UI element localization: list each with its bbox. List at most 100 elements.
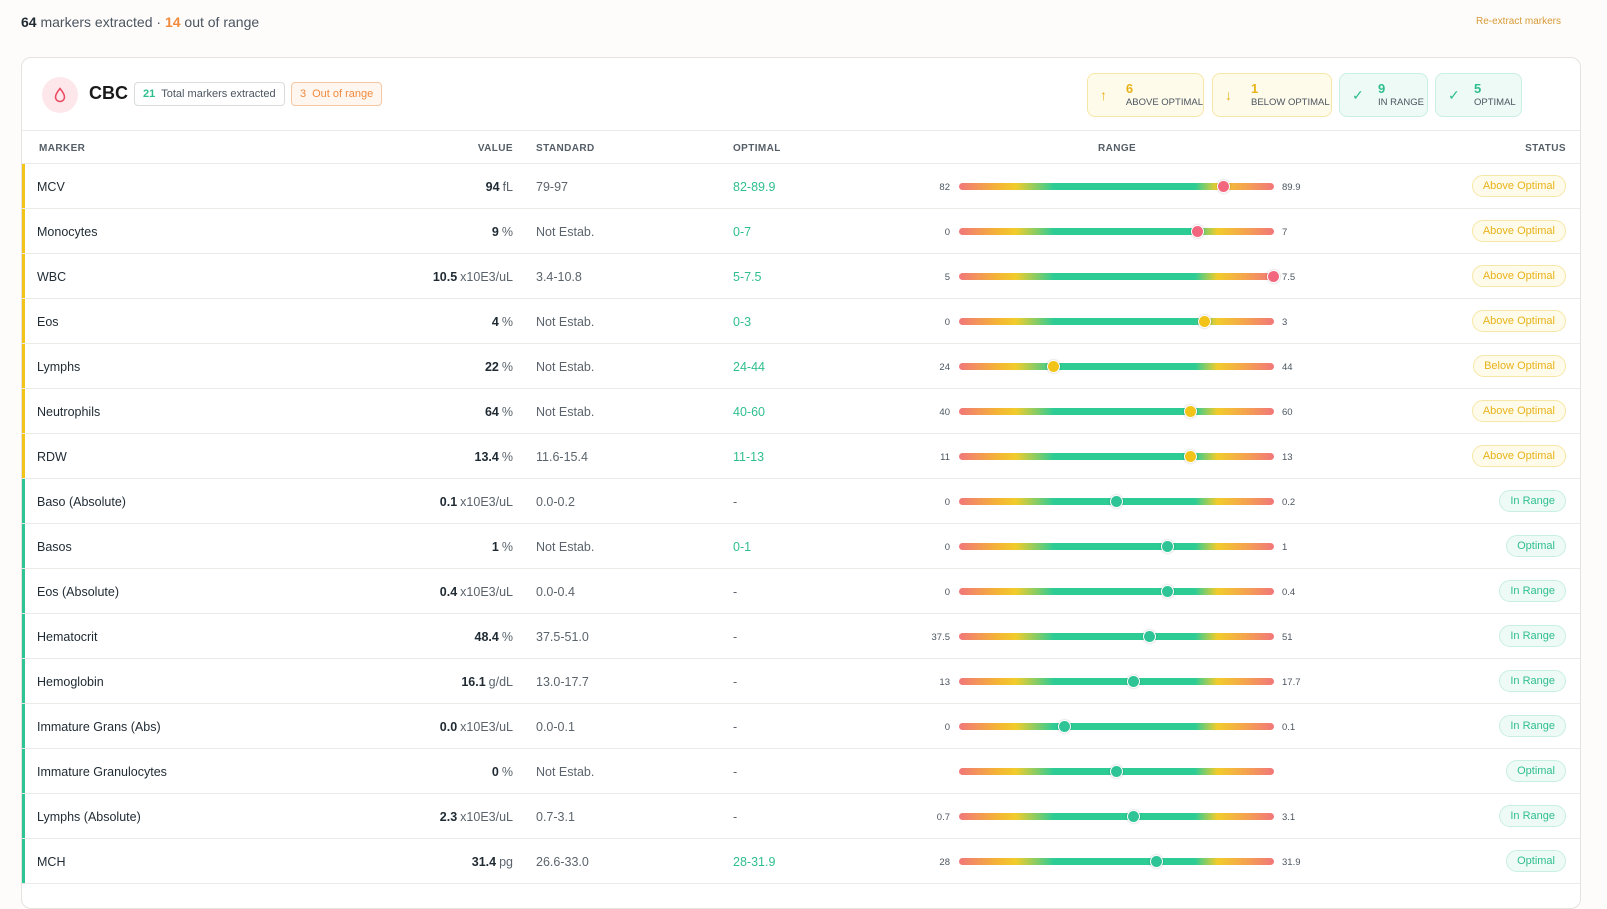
arrow-up-icon: ↑ [1100, 87, 1107, 103]
table-row[interactable]: MCV 94 fL 79-97 82-89.9 82 89.9 Above Optimal [22, 164, 1580, 209]
value-number: 16.1 [461, 675, 486, 689]
table-row[interactable]: Eos (Absolute) 0.4 x10E3/uL 0.0-0.4-0 0.4 In … [22, 569, 1580, 614]
standard-range: Not Estab. [536, 360, 595, 374]
above-optimal-stat[interactable]: ↑ 6 ABOVE OPTIMAL [1087, 73, 1204, 117]
range-marker-dot [1216, 180, 1230, 193]
marker-value: 0% [492, 765, 513, 779]
table-row[interactable]: Immature Granulocytes 0% Not Estab. - Optima… [22, 749, 1580, 794]
status-badge: Optimal [1506, 760, 1566, 782]
arrow-down-icon: ↓ [1225, 87, 1232, 103]
marker-table-body: MCV 94 fL 79-97 82-89.9 82 89.9 Above Optimal Mo… [22, 164, 1580, 884]
total-markers-label: Total markers extracted [161, 88, 276, 100]
range-bar [959, 318, 1274, 325]
value-unit: fL [502, 180, 513, 194]
table-row[interactable]: Immature Grans (Abs) 0.0 x10E3/uL 0.0-0.1 - 0… [22, 704, 1580, 749]
status-badge: In Range [1499, 580, 1566, 602]
table-row[interactable]: Monocytes 9% Not Estab. 0-7 0 7 Above Optimal [22, 209, 1580, 254]
range-min-label: 0 [944, 722, 950, 733]
status-badge: Above Optimal [1471, 175, 1566, 197]
marker-name: MCH [37, 855, 66, 869]
table-row[interactable]: Hemoglobin 16.1 g/dL 13.0-17.7 - 13 17.7 In Ran… [22, 659, 1580, 704]
value-unit: x10E3/uL [460, 810, 513, 824]
table-row[interactable]: Hematocrit 48.4% 37.5-51.0 - 37.5 51 In Range [22, 614, 1580, 659]
standard-range: Not Estab. [536, 765, 595, 779]
marker-name: Hematocrit [37, 630, 98, 644]
out-of-range-text: out of range [180, 14, 260, 30]
table-row[interactable]: Lymphs 22% Not Estab. 24-44 24 44 Below Optima… [22, 344, 1580, 389]
standard-range: 0.0-0.4 [536, 585, 575, 599]
range-marker-dot [1046, 360, 1060, 373]
panel-header: CBC 21 Total markers extracted 3 Out of … [22, 58, 1580, 131]
standard-range: 26.6-33.0 [536, 855, 589, 869]
below-optimal-count: 1 [1251, 80, 1259, 96]
marker-name: Baso (Absolute) [37, 495, 126, 509]
standard-range: 11.6-15.4 [536, 450, 588, 464]
value-number: 48.4 [474, 630, 499, 644]
value-number: 0 [491, 765, 499, 779]
status-badge: Above Optimal [1471, 310, 1566, 332]
table-row[interactable]: Neutrophils 64% Not Estab. 40-60 40 60 Above O… [22, 389, 1580, 434]
in-range-stat[interactable]: ✓ 9 IN RANGE [1339, 73, 1428, 117]
results-summary-bar: 64 markers extracted · 14 out of range R… [0, 0, 1607, 46]
range-max-label: 0.1 [1282, 722, 1296, 733]
range-max-label: 13 [1282, 452, 1293, 463]
range-bar [959, 183, 1274, 190]
range-marker-dot [1183, 450, 1197, 463]
row-status-accent [22, 344, 25, 388]
row-status-accent [22, 839, 25, 883]
marker-value: 2.3 x10E3/uL [440, 810, 513, 824]
standard-range: 13.0-17.7 [536, 675, 589, 689]
range-min-label: 28 [939, 857, 950, 868]
table-row[interactable]: WBC 10.5 x10E3/uL 3.4-10.8 5-7.5 5 7.5 Above Op… [22, 254, 1580, 299]
optimal-range: 82-89.9 [733, 180, 776, 194]
range-max-label: 44 [1282, 362, 1293, 373]
range-bar [959, 228, 1274, 235]
optimal-range: - [733, 630, 738, 644]
range-max-label: 31.9 [1282, 857, 1301, 868]
standard-range: Not Estab. [536, 225, 595, 239]
optimal-range: 11-13 [733, 450, 765, 464]
marker-name: Lymphs [37, 360, 81, 374]
optimal-range: - [733, 495, 738, 509]
marker-name: Lymphs (Absolute) [37, 810, 141, 824]
range-max-label: 60 [1282, 407, 1293, 418]
re-extract-markers-link[interactable]: Re-extract markers [1475, 16, 1561, 27]
status-badge: Above Optimal [1471, 265, 1566, 287]
value-number: 4 [491, 315, 499, 329]
value-unit: % [501, 630, 513, 644]
value-number: 13.4 [474, 450, 499, 464]
marker-value: 0.4 x10E3/uL [440, 585, 513, 599]
table-row[interactable]: Eos 4% Not Estab. 0-3 0 3 Above Optimal [22, 299, 1580, 344]
marker-name: Eos [37, 315, 59, 329]
range-max-label: 0.2 [1282, 497, 1296, 508]
value-unit: x10E3/uL [460, 270, 513, 284]
total-markers-count: 21 [143, 88, 156, 100]
panel-title: CBC [89, 83, 128, 103]
column-optimal: OPTIMAL [733, 143, 781, 154]
status-badge: In Range [1499, 715, 1566, 737]
range-max-label: 7 [1282, 227, 1288, 238]
optimal-label: OPTIMAL [1474, 96, 1516, 108]
table-row[interactable]: Baso (Absolute) 0.1 x10E3/uL 0.0-0.2 - 0 0.2 In… [22, 479, 1580, 524]
marker-name: Hemoglobin [37, 675, 104, 689]
value-number: 0.0 [439, 720, 458, 734]
row-status-accent [22, 659, 25, 703]
range-max-label: 51 [1282, 632, 1293, 643]
optimal-range: - [733, 720, 738, 734]
marker-value: 0.1 x10E3/uL [440, 495, 513, 509]
table-row[interactable]: RDW 13.4% 11.6-15.4 11-13 11 13 Above Optimal [22, 434, 1580, 479]
row-status-accent [22, 569, 25, 613]
value-number: 0.4 [439, 585, 458, 599]
table-row[interactable]: MCH 31.4 pg 26.6-33.0 28-31.9 28 31.9 Optimal [22, 839, 1580, 884]
status-badge: In Range [1499, 670, 1566, 692]
table-row[interactable]: Lymphs (Absolute) 2.3 x10E3/uL 0.7-3.1 - 0.7 3… [22, 794, 1580, 839]
row-status-accent [22, 389, 25, 433]
range-bar [959, 453, 1274, 460]
status-badge: In Range [1499, 490, 1566, 512]
row-status-accent [22, 614, 25, 658]
below-optimal-stat[interactable]: ↓ 1 BELOW OPTIMAL [1212, 73, 1332, 117]
range-max-label: 1 [1282, 542, 1288, 553]
range-max-label: 3 [1282, 317, 1288, 328]
optimal-stat[interactable]: ✓ 5 OPTIMAL [1435, 73, 1522, 117]
table-row[interactable]: Basos 1% Not Estab. 0-1 0 1 Optimal [22, 524, 1580, 569]
